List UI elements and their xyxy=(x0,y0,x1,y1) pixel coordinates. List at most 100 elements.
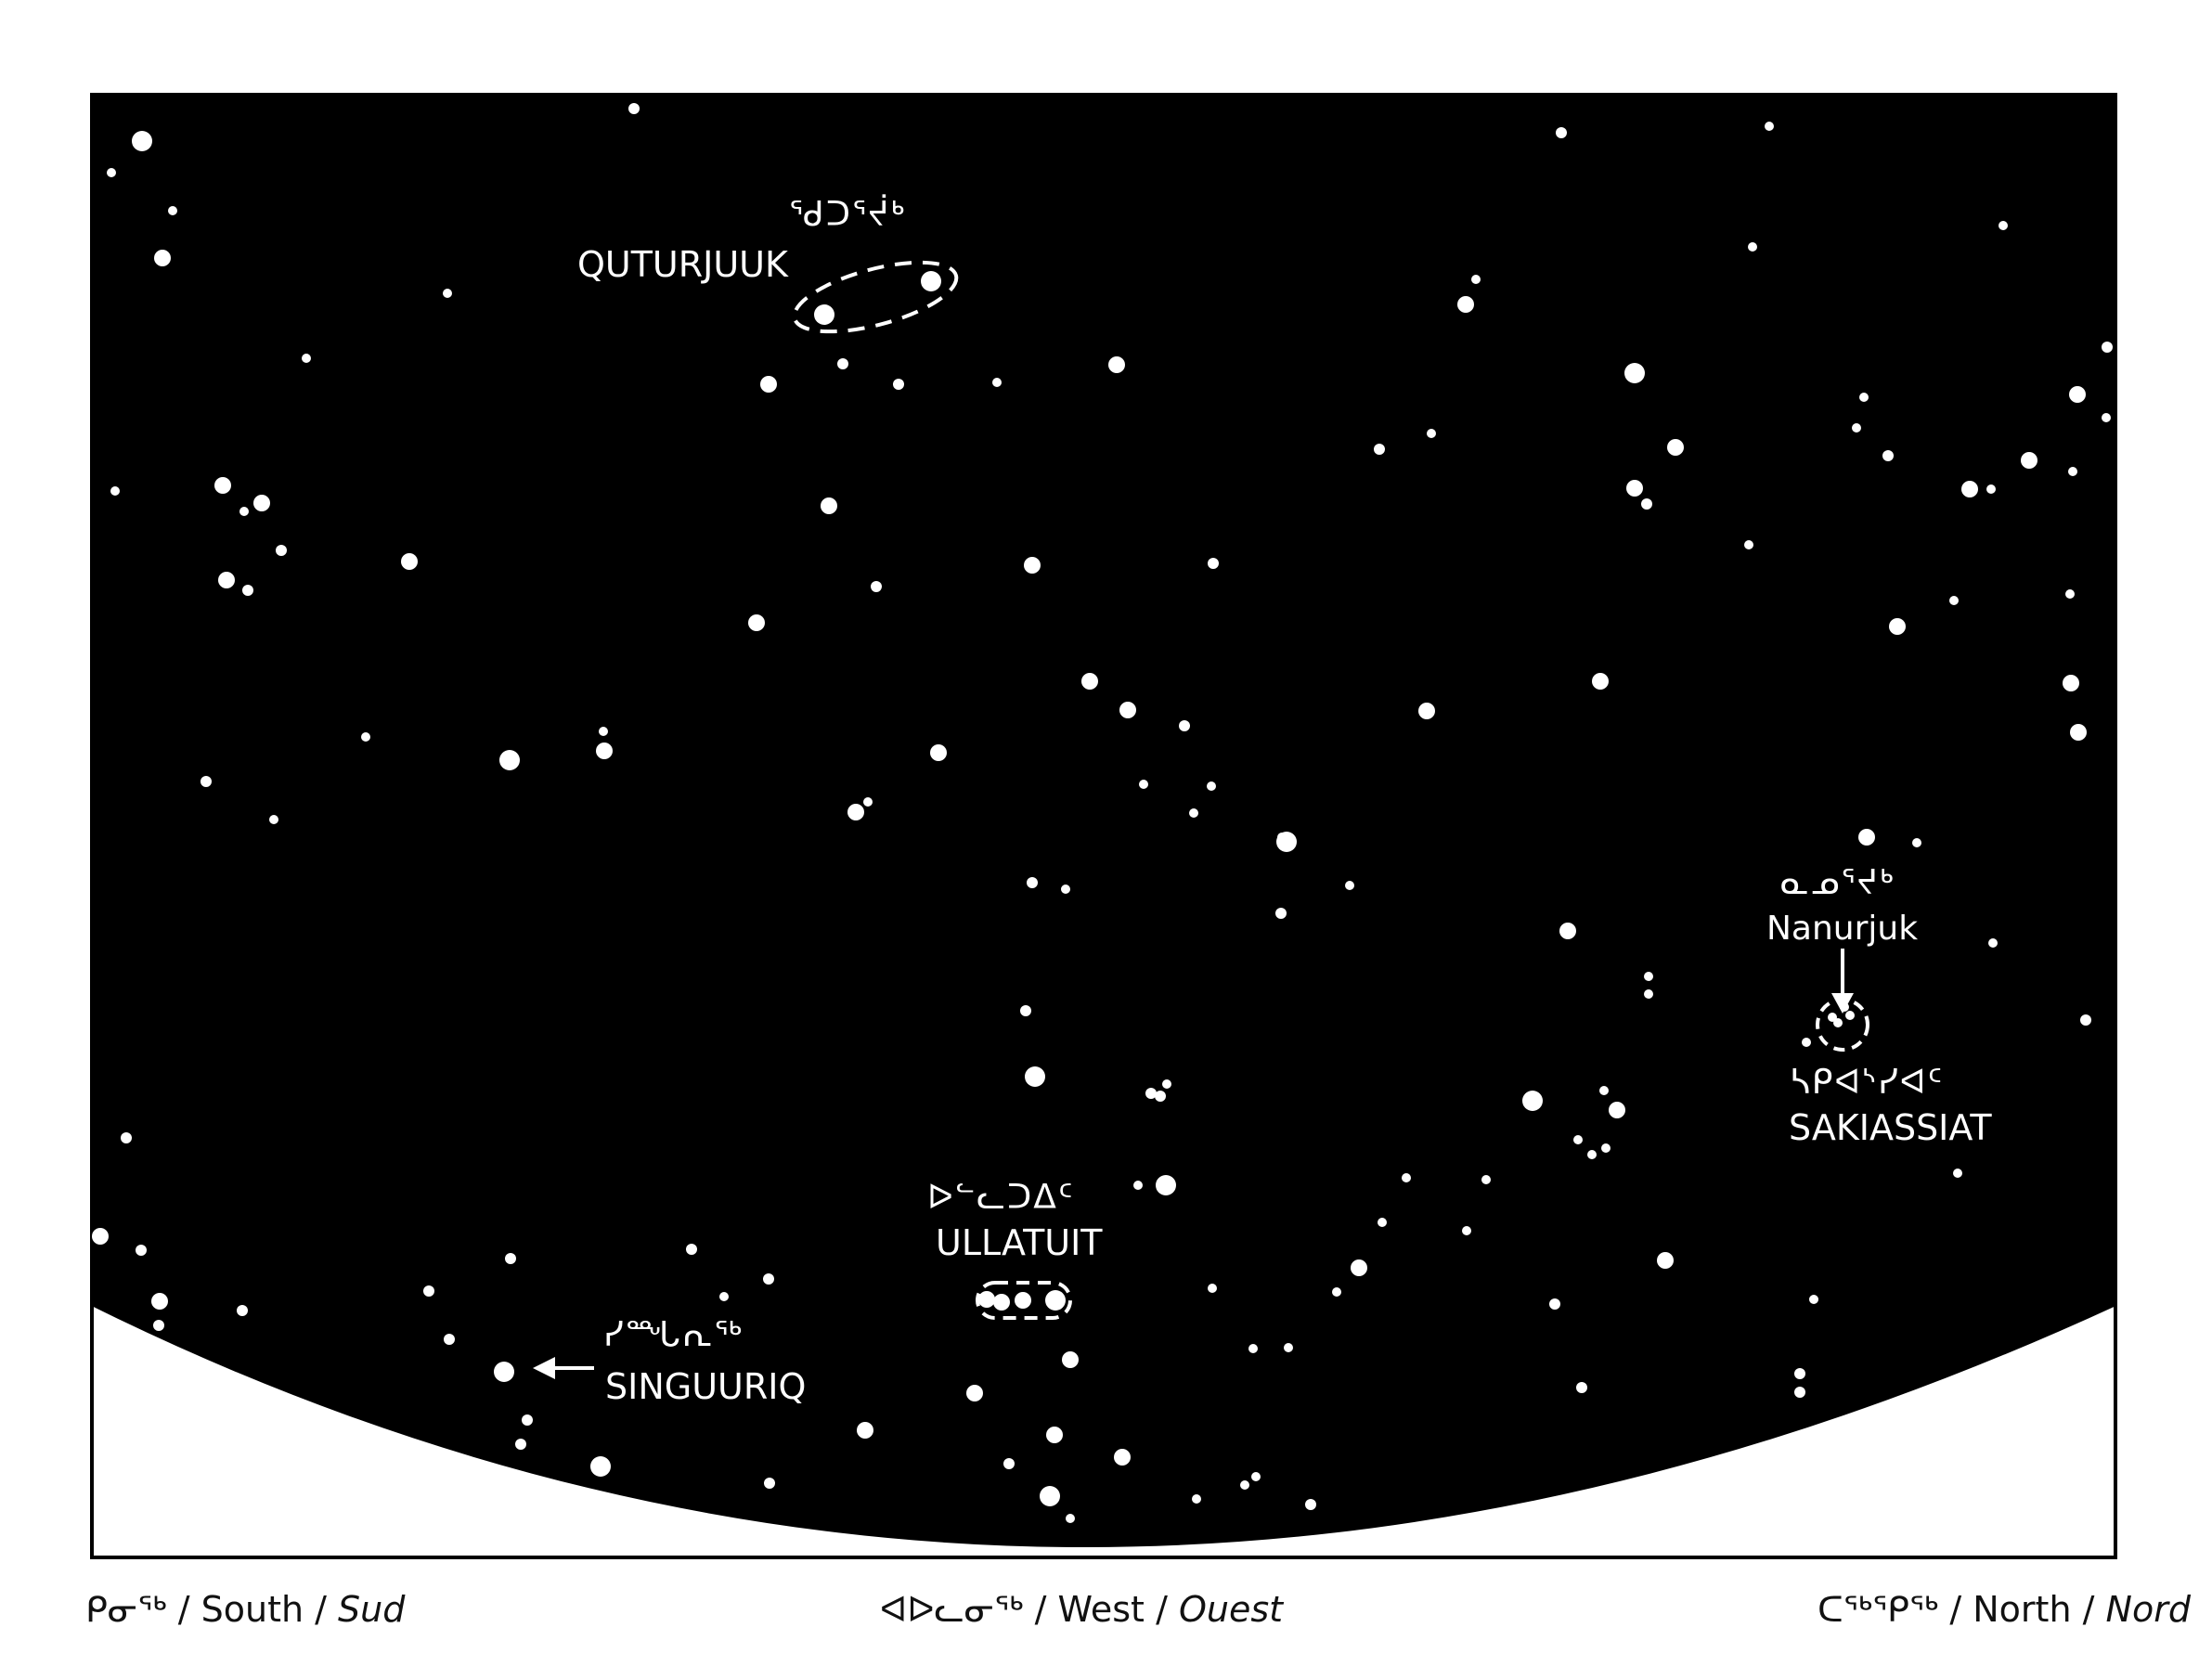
west-french: Ouest xyxy=(1178,1589,1284,1630)
star xyxy=(1427,429,1436,438)
separator: / xyxy=(2082,1589,2095,1630)
quturjuuk-outline xyxy=(792,260,959,334)
star xyxy=(1644,972,1653,981)
star xyxy=(1794,1387,1805,1398)
star xyxy=(1765,122,1774,131)
nanurjuk-syllabics: ᓇᓄᕐᔪᒃ xyxy=(1780,864,1895,902)
star xyxy=(1119,702,1136,718)
night-sky xyxy=(90,93,2117,1557)
star xyxy=(1576,1382,1587,1393)
star xyxy=(1145,1088,1157,1099)
star xyxy=(1062,1351,1079,1368)
star xyxy=(1522,1091,1543,1111)
star xyxy=(590,1456,611,1477)
star xyxy=(515,1439,526,1450)
star xyxy=(1624,363,1645,383)
star xyxy=(1139,780,1148,789)
star xyxy=(168,206,177,215)
quturjuuk-syllabics: ᖁᑐᕐᔫᒃ xyxy=(789,195,906,234)
star xyxy=(218,572,235,588)
star xyxy=(522,1414,533,1426)
star xyxy=(1040,1486,1060,1506)
west-syllabics: ᐊᐅᓚᓂᖅ xyxy=(880,1589,1024,1630)
star xyxy=(1351,1259,1367,1276)
star xyxy=(1601,1143,1610,1153)
star xyxy=(92,1228,109,1245)
star xyxy=(857,1422,873,1439)
singuuriq-label: SINGUURIQ xyxy=(605,1366,806,1407)
star xyxy=(814,304,834,325)
sakiassiat-outline xyxy=(1816,998,1869,1052)
star xyxy=(1587,1150,1597,1159)
sakiassiat-label: SAKIASSIAT xyxy=(1789,1107,1992,1148)
star xyxy=(1549,1298,1560,1310)
star xyxy=(1003,1458,1015,1469)
star xyxy=(1374,444,1385,455)
ullatuit-label: ULLATUIT xyxy=(936,1222,1103,1263)
star xyxy=(1599,1086,1609,1095)
star xyxy=(893,379,904,390)
star xyxy=(1858,829,1875,846)
star xyxy=(1025,1066,1045,1087)
star xyxy=(1208,558,1219,569)
star xyxy=(505,1253,516,1264)
star xyxy=(1066,1514,1075,1523)
star xyxy=(2065,589,2075,599)
star xyxy=(1949,596,1959,605)
star xyxy=(993,1294,1010,1311)
star xyxy=(1240,1480,1249,1490)
direction-north: ᑕᖅᕿᖅ / North / Nord xyxy=(1817,1589,2191,1630)
star xyxy=(2021,452,2037,469)
star xyxy=(1207,781,1216,791)
separator: / xyxy=(315,1589,327,1630)
star xyxy=(2063,675,2079,691)
star xyxy=(596,743,613,759)
star xyxy=(1248,1344,1258,1353)
star xyxy=(1802,1038,1811,1047)
star xyxy=(237,1305,248,1316)
singuuriq-arrowhead xyxy=(533,1357,555,1379)
north-french: Nord xyxy=(2105,1589,2191,1630)
star xyxy=(1644,989,1653,999)
star xyxy=(1155,1091,1166,1102)
star xyxy=(1332,1287,1341,1297)
star xyxy=(1912,838,1921,847)
star xyxy=(242,585,253,596)
star xyxy=(1081,673,1098,690)
star xyxy=(1657,1252,1674,1269)
star xyxy=(1284,1343,1293,1352)
star xyxy=(719,1292,729,1301)
star xyxy=(1641,498,1652,510)
star xyxy=(1020,1005,1031,1016)
star xyxy=(2102,413,2111,422)
star xyxy=(1418,703,1435,719)
nanurjuk-label: Nanurjuk xyxy=(1766,910,1918,948)
star xyxy=(1953,1169,1962,1178)
west-english: West xyxy=(1057,1589,1145,1630)
star xyxy=(2068,467,2077,476)
star xyxy=(921,271,941,291)
separator: / xyxy=(1034,1589,1047,1630)
star xyxy=(992,378,1002,387)
star xyxy=(1986,484,1996,494)
star xyxy=(1889,618,1906,635)
south-french: Sud xyxy=(338,1589,406,1630)
star xyxy=(494,1362,514,1382)
star xyxy=(1988,938,1998,948)
star xyxy=(1275,908,1287,919)
star xyxy=(302,354,311,363)
star xyxy=(628,103,640,114)
star xyxy=(1345,881,1354,890)
star xyxy=(1179,720,1190,731)
south-english: South xyxy=(201,1589,304,1630)
star xyxy=(1559,923,1576,939)
star xyxy=(1828,1013,1837,1022)
star xyxy=(1961,481,1978,497)
star xyxy=(253,495,270,511)
star xyxy=(214,477,231,494)
star xyxy=(1999,221,2008,230)
separator: / xyxy=(177,1589,190,1630)
separator: / xyxy=(1156,1589,1168,1630)
star xyxy=(966,1385,983,1401)
star xyxy=(1045,1290,1066,1311)
